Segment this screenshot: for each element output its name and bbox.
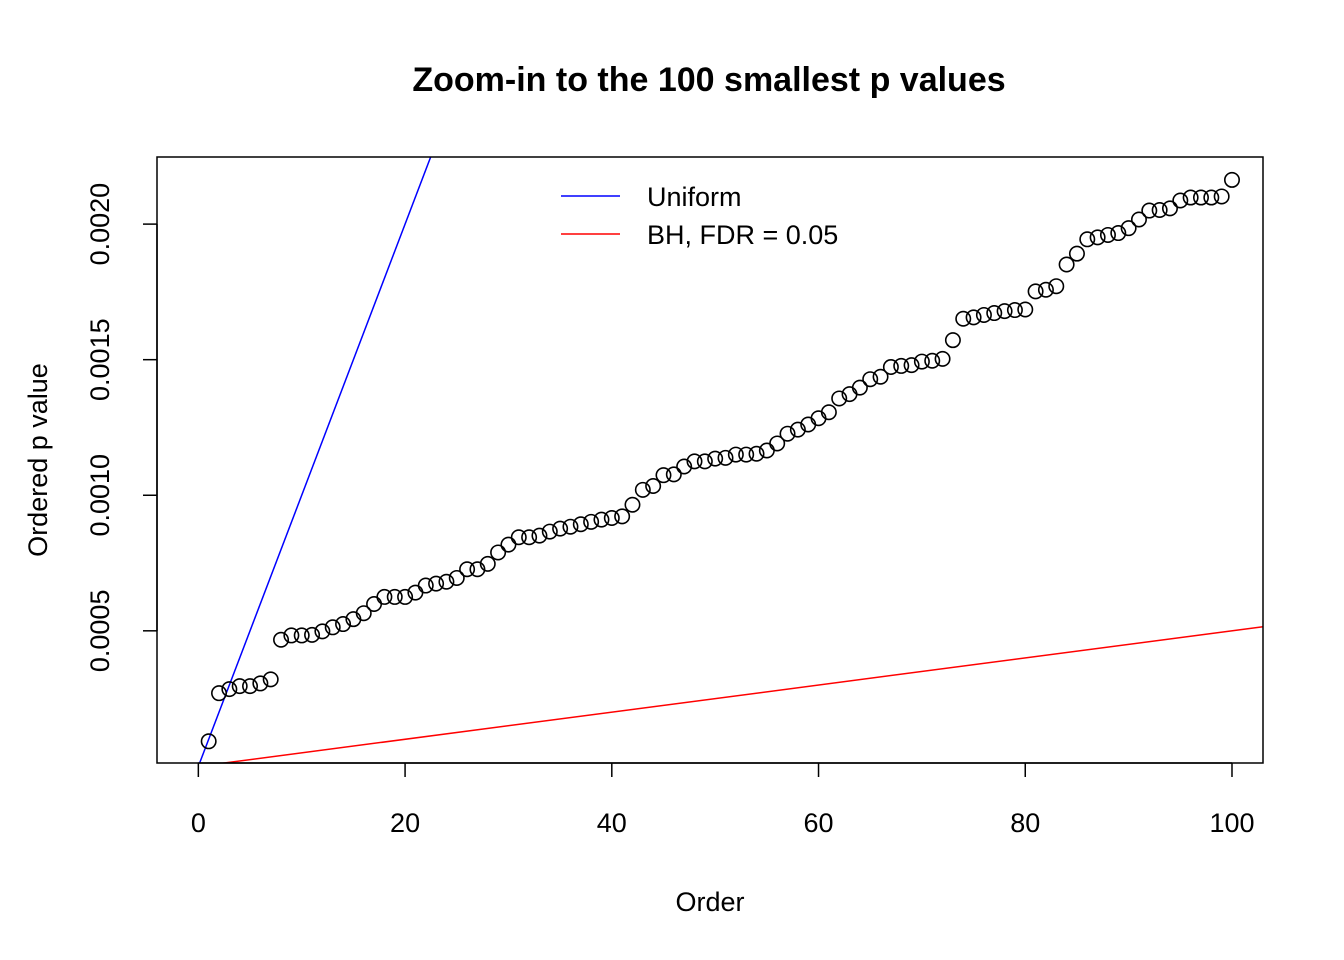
x-tick-label: 80 — [1010, 808, 1040, 838]
data-point — [615, 509, 629, 523]
series-line-bh-fdr-0-05 — [157, 627, 1263, 772]
data-point — [243, 679, 257, 693]
chart: Zoom-in to the 100 smallest p values 0 20… — [0, 0, 1344, 960]
data-point — [1049, 279, 1063, 293]
data-point — [491, 545, 505, 559]
data-point — [1039, 283, 1053, 297]
x-tick-label: 0 — [191, 808, 206, 838]
data-point — [605, 511, 619, 525]
data-point — [305, 628, 319, 642]
data-point — [1028, 284, 1042, 298]
data-point — [522, 530, 536, 544]
data-point — [760, 443, 774, 457]
data-point — [584, 515, 598, 529]
data-point — [625, 498, 639, 512]
legend-label-uniform: Uniform — [647, 182, 742, 212]
data-point — [574, 517, 588, 531]
y-tick-label: 0.0020 — [85, 183, 115, 266]
data-point — [1214, 189, 1228, 203]
plot-area — [157, 0, 1263, 875]
series-line-uniform — [157, 0, 1263, 875]
data-point — [946, 333, 960, 347]
data-point — [667, 467, 681, 481]
data-point — [1101, 228, 1115, 242]
data-point — [1090, 230, 1104, 244]
x-axis: 0 20 40 60 80 100 — [191, 763, 1255, 838]
data-point — [977, 308, 991, 322]
x-tick-label: 100 — [1209, 808, 1254, 838]
x-tick-label: 40 — [597, 808, 627, 838]
data-point — [698, 454, 712, 468]
data-point — [501, 537, 515, 551]
data-point — [1163, 201, 1177, 215]
data-point — [553, 521, 567, 535]
data-point — [429, 576, 443, 590]
y-tick-label: 0.0005 — [85, 590, 115, 673]
data-point — [718, 451, 732, 465]
data-point — [925, 354, 939, 368]
data-point — [863, 372, 877, 386]
data-point — [1080, 232, 1094, 246]
data-point — [1152, 203, 1166, 217]
data-point — [935, 352, 949, 366]
x-axis-label: Order — [675, 887, 744, 917]
y-tick-label: 0.0010 — [85, 454, 115, 537]
y-axis-label: Ordered p value — [23, 363, 53, 557]
data-point — [563, 520, 577, 534]
y-axis: 0.0005 0.0010 0.0015 0.0020 — [85, 183, 157, 672]
data-point — [1018, 302, 1032, 316]
data-point — [966, 310, 980, 324]
data-point — [1225, 173, 1239, 187]
chart-title: Zoom-in to the 100 smallest p values — [412, 61, 1005, 99]
data-point — [594, 512, 608, 526]
data-point — [904, 358, 918, 372]
x-tick-label: 60 — [804, 808, 834, 838]
data-point — [749, 447, 763, 461]
data-point — [1173, 193, 1187, 207]
data-point — [1070, 246, 1084, 260]
y-tick-label: 0.0015 — [85, 318, 115, 401]
data-point — [987, 306, 1001, 320]
x-tick-label: 20 — [390, 808, 420, 838]
legend: Uniform BH, FDR = 0.05 — [561, 182, 838, 250]
data-point — [419, 578, 433, 592]
data-point — [853, 380, 867, 394]
legend-label-bh: BH, FDR = 0.05 — [647, 220, 838, 250]
data-point — [367, 597, 381, 611]
